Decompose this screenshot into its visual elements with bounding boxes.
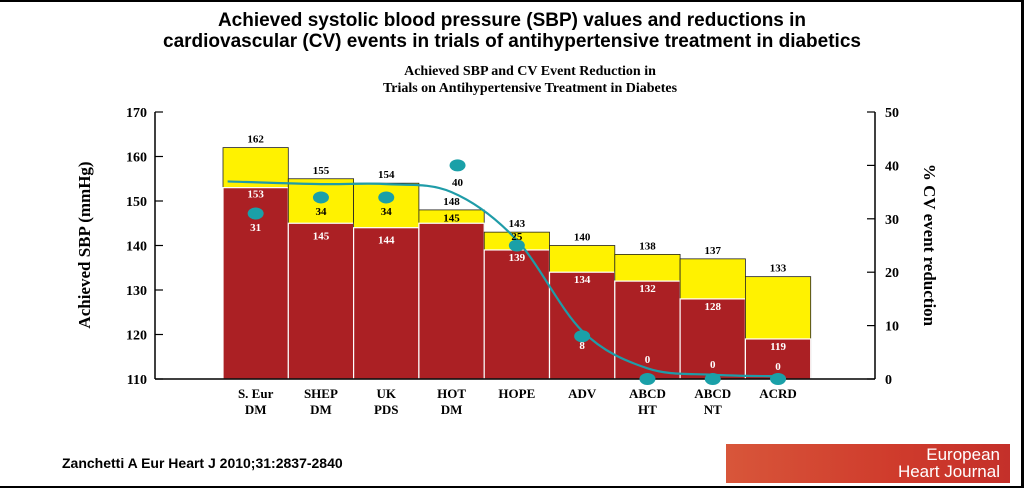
bar-achieved-lower	[353, 227, 420, 380]
bar-value-label-lower: 128	[705, 301, 722, 313]
y-tick-label: 120	[126, 329, 147, 344]
bar-value-label-upper: 133	[770, 263, 787, 275]
bottom-border	[0, 486, 1024, 488]
bar-achieved-lower	[287, 222, 355, 380]
top-border	[0, 0, 1024, 2]
cv-reduction-value-label: 0	[710, 359, 716, 371]
bar-value-label-lower: 153	[247, 189, 264, 201]
bar-value-label-upper: 138	[639, 240, 656, 252]
cv-event-reduction-dot	[312, 191, 329, 204]
category-label: DM	[441, 402, 463, 417]
cv-reduction-value-label: 8	[579, 340, 585, 352]
chart-title-line-1: Achieved SBP and CV Event Reduction in	[404, 64, 656, 79]
category-label: DM	[245, 402, 267, 417]
chart-title: Achieved SBP and CV Event Reduction in T…	[0, 63, 1024, 97]
citation: Zanchetti A Eur Heart J 2010;31:2837-284…	[62, 455, 343, 471]
category-label: SHEP	[304, 386, 338, 401]
category-label: ABCD	[629, 386, 666, 401]
bar-value-label-upper: 137	[705, 245, 722, 257]
category-label: ABCD	[694, 386, 731, 401]
category-label: PDS	[374, 402, 399, 417]
y-tick-label: 160	[126, 151, 147, 166]
bar-achieved-lower	[222, 187, 289, 380]
bar-achieved-lower	[548, 271, 616, 380]
slide-title: Achieved systolic blood pressure (SBP) v…	[0, 10, 1024, 52]
bar-value-label-upper: 143	[509, 218, 526, 230]
category-label: ACRD	[759, 386, 797, 401]
cv-reduction-value-label: 0	[645, 354, 651, 366]
cv-reduction-value-label: 31	[250, 222, 261, 234]
category-label: UK	[377, 386, 397, 401]
category-label: S. Eur	[238, 386, 274, 401]
bar-achieved-lower	[679, 298, 746, 380]
bar-achieved-lower	[418, 222, 485, 380]
cv-event-reduction-dot	[247, 207, 264, 220]
y-tick-label: 170	[126, 106, 147, 121]
bar-value-label-upper: 155	[313, 165, 330, 177]
category-label: DM	[310, 402, 332, 417]
right-border	[1021, 0, 1024, 488]
slide-title-line-2: cardiovascular (CV) events in trials of …	[163, 31, 861, 52]
cv-event-reduction-dot	[639, 373, 656, 385]
bar-achieved-lower	[614, 280, 681, 380]
cv-event-reduction-dot	[378, 191, 395, 204]
bar-value-label-lower: 145	[443, 212, 460, 224]
bar-value-label-lower: 134	[574, 274, 591, 286]
category-label: HT	[638, 402, 657, 417]
y2-tick-label: 30	[885, 213, 899, 228]
cv-event-reduction-dot	[449, 159, 466, 172]
y2-tick-label: 20	[885, 266, 899, 281]
cv-event-reduction-dot	[574, 330, 591, 343]
bar-value-label-lower: 139	[509, 252, 526, 264]
bar-value-label-lower: 132	[639, 283, 656, 295]
category-label: ADV	[568, 386, 597, 401]
logo-line-1: European	[926, 445, 1000, 464]
cv-event-reduction-dot	[704, 373, 721, 385]
cv-event-reduction-dot	[770, 373, 787, 385]
y-axis-title: Achieved SBP (mmHg)	[75, 161, 94, 328]
chart-title-line-2: Trials on Antihypertensive Treatment in …	[382, 81, 678, 96]
y-tick-label: 110	[127, 373, 147, 388]
bar-value-label-upper: 154	[378, 169, 395, 181]
cv-reduction-value-label: 25	[511, 231, 523, 243]
cv-reduction-value-label: 40	[452, 177, 464, 189]
y2-tick-label: 40	[885, 159, 899, 174]
y-tick-label: 150	[126, 195, 147, 210]
bar-value-label-lower: 119	[770, 341, 786, 353]
bar-value-label-upper: 162	[247, 134, 264, 146]
bar-achieved-lower	[744, 338, 812, 380]
logo-line-2: Heart Journal	[897, 462, 1000, 481]
y-tick-label: 140	[126, 240, 147, 255]
y-tick-label: 130	[126, 284, 147, 299]
y2-axis-title: % CV event reduction	[920, 164, 939, 327]
sbp-cv-reduction-chart: 110 120 130 140 150 160 170 0 10 20 30 40 50 Achieved…	[75, 106, 939, 417]
bar-value-label-lower: 144	[378, 235, 395, 247]
bar-value-label-lower: 145	[313, 230, 330, 242]
category-label: HOT	[437, 386, 466, 401]
category-label: NT	[704, 402, 722, 417]
cv-reduction-value-label: 0	[775, 361, 781, 373]
y2-tick-label: 0	[885, 373, 892, 388]
cv-reduction-value-label: 34	[381, 206, 393, 218]
bar-value-label-upper: 148	[443, 196, 460, 208]
y2-tick-label: 10	[885, 320, 899, 335]
category-label: HOPE	[498, 386, 535, 401]
cv-reduction-value-label: 34	[315, 206, 327, 218]
cv-event-reduction-dot	[508, 239, 525, 252]
bar-value-label-upper: 140	[574, 232, 591, 244]
y2-tick-label: 50	[885, 106, 899, 121]
european-heart-journal-logo: European Heart Journal	[726, 444, 1010, 483]
slide-title-line-1: Achieved systolic blood pressure (SBP) v…	[217, 10, 807, 31]
